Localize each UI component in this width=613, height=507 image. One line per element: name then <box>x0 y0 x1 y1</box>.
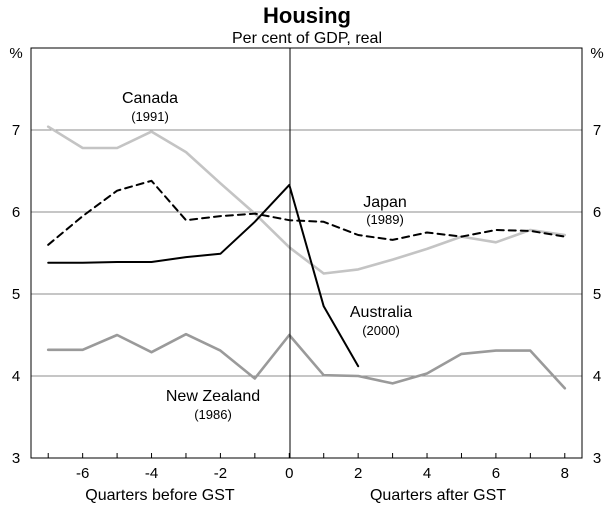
series-label-australia: Australia <box>350 304 412 321</box>
series-label-canada: Canada <box>122 90 178 107</box>
y-tick-label-left: 3 <box>12 450 20 467</box>
y-tick-label-right: 3 <box>593 450 601 467</box>
y-tick-label-left: 7 <box>12 122 20 139</box>
series-line-australia <box>47 183 360 368</box>
y-tick-label-right: 4 <box>593 368 601 385</box>
series-year-japan: (1989) <box>366 212 404 227</box>
series-line-new-zealand <box>46 332 567 390</box>
axis-ticks <box>47 453 566 458</box>
plot-frame <box>30 47 583 459</box>
x-tick-label: -4 <box>145 465 158 482</box>
series-layer <box>46 125 567 390</box>
series-label-japan: Japan <box>363 194 407 211</box>
series-line-japan <box>47 179 566 246</box>
x-tick-label: 2 <box>354 465 362 482</box>
x-label-after: Quarters after GST <box>370 487 506 504</box>
series-year-australia: (2000) <box>362 323 400 338</box>
y-tick-label-left: 5 <box>12 286 20 303</box>
x-tick-label: 0 <box>285 465 293 482</box>
x-tick-label: 4 <box>423 465 431 482</box>
x-tick-label: -2 <box>214 465 227 482</box>
y-unit-right: % <box>590 45 603 62</box>
x-tick-label: 8 <box>561 465 569 482</box>
x-tick-label: 6 <box>492 465 500 482</box>
y-tick-label-right: 5 <box>593 286 601 303</box>
series-year-canada: (1991) <box>131 109 169 124</box>
series-label-new-zealand: New Zealand <box>166 388 260 405</box>
y-tick-label-right: 6 <box>593 204 601 221</box>
tick-labels: 3 3 4 4 5 5 6 6 7 7 -6 -4 -2 0 2 4 6 8 <box>12 122 601 482</box>
y-tick-label-left: 4 <box>12 368 20 385</box>
x-label-before: Quarters before GST <box>85 487 235 504</box>
chart-title: Housing <box>263 3 351 28</box>
x-tick-label: -6 <box>76 465 89 482</box>
gridlines <box>31 129 582 377</box>
y-tick-label-right: 7 <box>593 122 601 139</box>
y-unit-left: % <box>9 45 22 62</box>
chart-subtitle: Per cent of GDP, real <box>232 30 382 47</box>
y-tick-label-left: 6 <box>12 204 20 221</box>
series-year-new-zealand: (1986) <box>194 407 232 422</box>
series-line-canada <box>46 125 567 275</box>
